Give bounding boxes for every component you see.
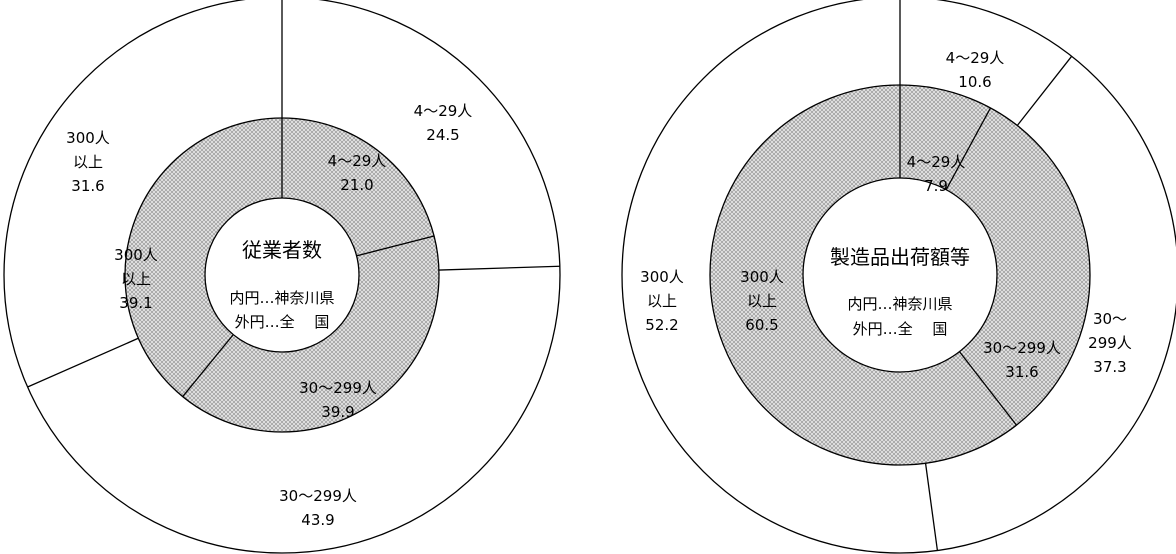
inner-slice-label-1-line-0: 30～299人: [983, 339, 1061, 357]
inner-slice-label-2-line-1: 以上: [121, 270, 151, 288]
inner-slice-label-2-line-2: 60.5: [745, 316, 778, 334]
outer-slice-label-0-line-1: 24.5: [426, 126, 459, 144]
outer-slice-divider-2: [924, 463, 939, 551]
outer-slice-label-1-line-0: 30～: [1093, 310, 1127, 328]
legend-outer: 外円…全 国: [853, 320, 948, 338]
outer-slice-label-1-line-2: 37.3: [1093, 358, 1126, 376]
inner-slice-label-2-line-0: 300人: [114, 246, 158, 264]
inner-slice-divider-1: [356, 235, 435, 257]
inner-slice-label-2-line-0: 300人: [740, 268, 784, 286]
outer-slice-label-0-line-0: 4～29人: [414, 102, 473, 120]
center-hole: [204, 197, 360, 353]
outer-slice-divider-2: [27, 337, 139, 388]
legend-outer: 外円…全 国: [235, 313, 330, 331]
outer-slice-label-0-line-1: 10.6: [958, 73, 991, 91]
outer-slice-divider-1: [1016, 55, 1073, 126]
chart-title: 製造品出荷額等: [830, 245, 970, 269]
outer-slice-label-1-line-1: 43.9: [301, 511, 334, 529]
inner-slice-label-0-line-0: 4～29人: [328, 152, 387, 170]
center-hole: [802, 177, 998, 373]
inner-slice-label-2-line-1: 以上: [747, 292, 777, 310]
legend-inner: 内円…神奈川県: [847, 295, 952, 313]
outer-slice-label-2-line-0: 300人: [66, 129, 110, 147]
inner-slice-label-1-line-1: 31.6: [1005, 363, 1038, 381]
outer-slice-label-0-line-0: 4～29人: [946, 49, 1005, 67]
inner-slice-label-0-line-0: 4～29人: [907, 153, 966, 171]
outer-slice-label-2-line-1: 以上: [73, 153, 103, 171]
inner-slice-divider-2: [182, 334, 234, 398]
inner-slice-label-2-line-2: 39.1: [119, 294, 152, 312]
outer-slice-label-2-line-2: 31.6: [71, 177, 104, 195]
outer-slice-label-1-line-0: 30～299人: [279, 487, 357, 505]
outer-slice-label-1-line-1: 299人: [1088, 334, 1132, 352]
outer-slice-label-2-line-2: 52.2: [645, 316, 678, 334]
inner-slice-label-0-line-1: 21.0: [340, 176, 373, 194]
outer-slice-label-2-line-1: 以上: [647, 292, 677, 310]
inner-slice-label-1-line-1: 39.9: [321, 403, 354, 421]
outer-slice-divider-1: [438, 265, 560, 271]
chart-title: 従業者数: [242, 238, 322, 262]
inner-slice-label-1-line-0: 30～299人: [299, 379, 377, 397]
legend-inner: 内円…神奈川県: [229, 289, 334, 307]
inner-slice-divider-1: [945, 107, 992, 191]
inner-slice-divider-2: [958, 351, 1017, 426]
inner-slice-label-0-line-1: 7.9: [924, 177, 948, 195]
outer-slice-label-2-line-0: 300人: [640, 268, 684, 286]
